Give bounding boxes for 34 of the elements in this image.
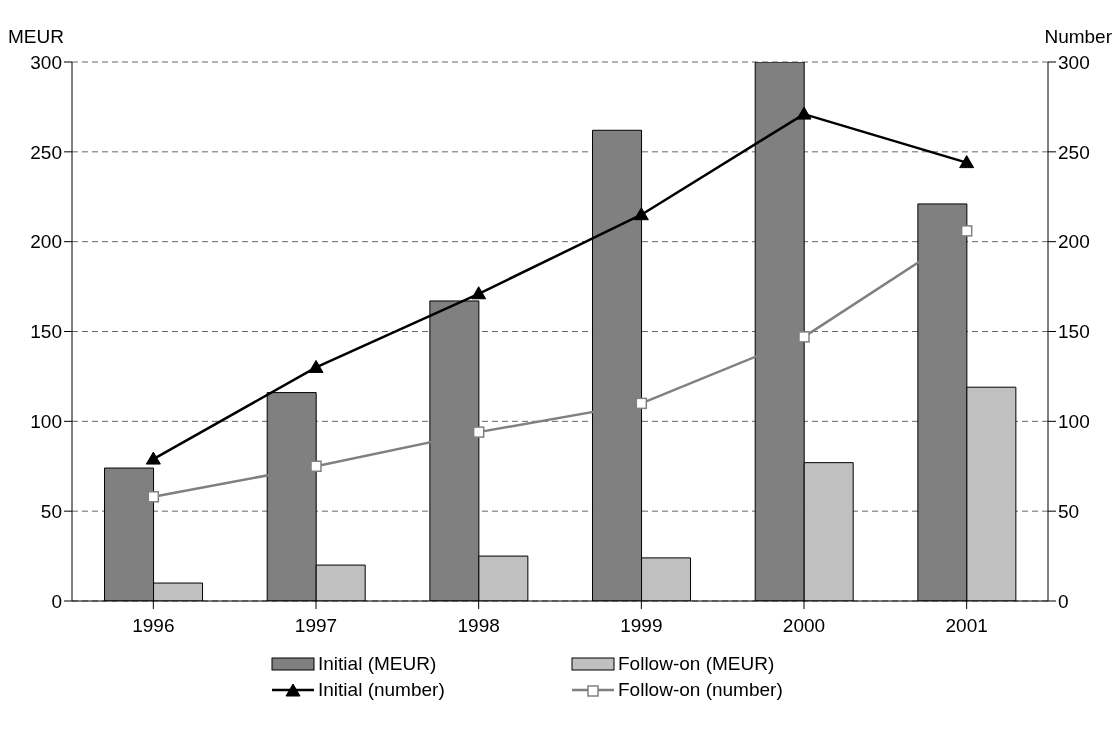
point [308, 359, 324, 373]
y-tick-label: 100 [30, 411, 62, 433]
point [959, 155, 975, 169]
y2-tick-label: 150 [1058, 321, 1090, 343]
point [471, 286, 487, 300]
y-tick-label: 0 [51, 590, 62, 612]
legend-label: Initial (MEUR) [318, 653, 437, 675]
x-tick-label: 1998 [457, 615, 500, 637]
legend-label: Follow-on (MEUR) [618, 653, 775, 675]
y2-tick-label: 0 [1058, 590, 1069, 612]
point [796, 106, 812, 120]
point [310, 460, 322, 472]
y-axis-title: MEUR [8, 26, 64, 48]
y-tick-label: 200 [30, 231, 62, 253]
y2-axis-title: Number [1044, 26, 1112, 48]
y2-tick-label: 200 [1058, 231, 1090, 253]
y-tick-label: 150 [30, 321, 62, 343]
x-tick-label: 1997 [294, 615, 338, 637]
y-tick-label: 250 [30, 141, 62, 163]
y2-tick-label: 50 [1058, 500, 1080, 522]
y2-tick-label: 250 [1058, 141, 1090, 163]
point [798, 331, 810, 343]
legend-label: Follow-on (number) [618, 679, 783, 701]
y-tick-label: 50 [40, 500, 62, 522]
point [145, 451, 161, 465]
legend-label: Initial (number) [318, 679, 445, 701]
y-tick-label: 300 [30, 51, 62, 73]
y2-tick-label: 300 [1058, 51, 1090, 73]
point [633, 207, 649, 221]
x-tick-label: 1996 [132, 615, 175, 637]
x-tick-label: 1999 [620, 615, 663, 637]
x-tick-label: 2000 [782, 615, 826, 637]
x-tick-label: 2001 [945, 615, 988, 637]
y2-tick-label: 100 [1058, 411, 1090, 433]
